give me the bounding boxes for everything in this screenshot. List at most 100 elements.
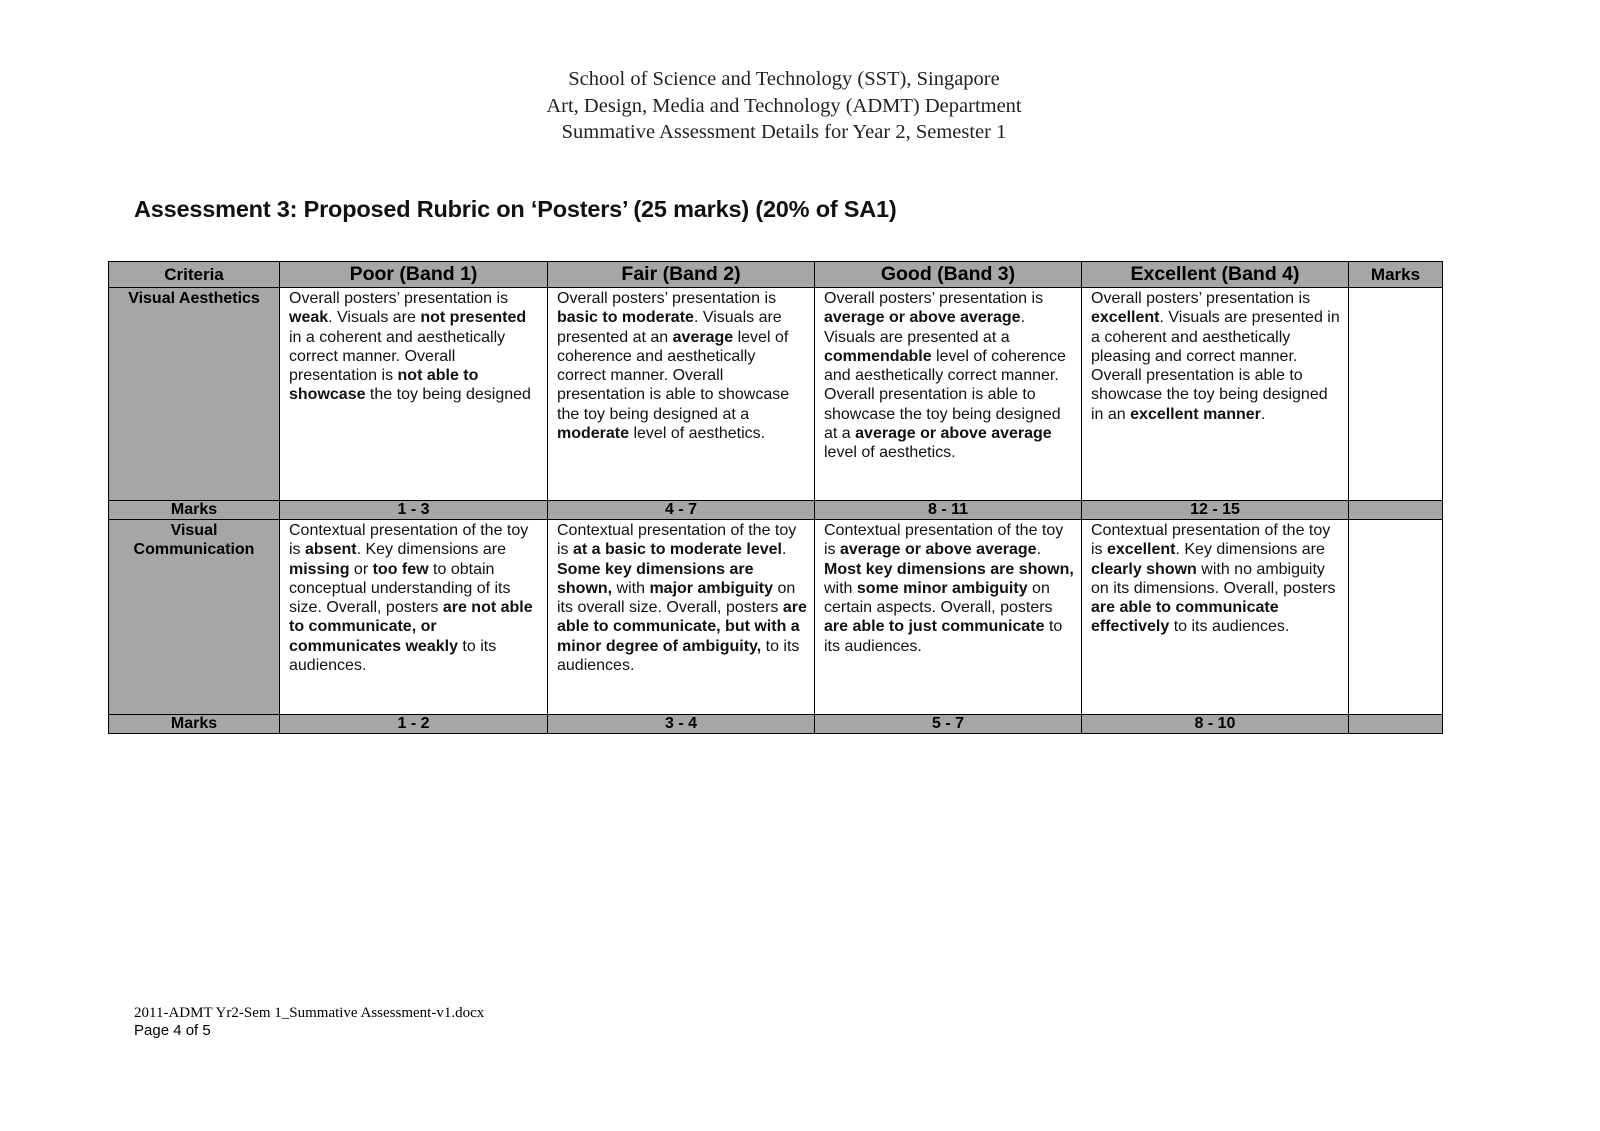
descriptor-excellent: Contextual presentation of the toy is ex… [1081, 519, 1349, 715]
header-line-assessment: Summative Assessment Details for Year 2,… [561, 121, 1007, 143]
table-header-row: Criteria Poor (Band 1) Fair (Band 2) Goo… [108, 261, 1443, 288]
header-line-school: School of Science and Technology (SST), … [568, 68, 1000, 90]
text: . Key dimensions are [356, 541, 506, 559]
marks-label: Marks [108, 714, 280, 734]
text: Overall posters’ presentation is [289, 290, 509, 307]
marks-range-fair: 4 - 7 [547, 500, 815, 520]
table-row: Visual Communication Contextual presentat… [108, 519, 1443, 715]
text: Overall posters’ presentation is [1091, 290, 1311, 307]
text: Contextual presentation of the toy is [557, 522, 797, 559]
column-header-poor: Poor (Band 1) [279, 261, 548, 288]
text: on its overall size. Overall, posters [557, 579, 796, 617]
text: . [781, 541, 787, 559]
marks-range-good: 5 - 7 [814, 714, 1082, 734]
descriptor-poor: Contextual presentation of the toy is ab… [279, 519, 548, 715]
text: Contextual presentation of the toy is [1091, 522, 1331, 559]
header-line-department: Art, Design, Media and Technology (ADMT)… [546, 94, 1022, 117]
descriptor-fair: Contextual presentation of the toy is at… [547, 519, 815, 715]
footer-page-number: Page 4 of 5 [134, 1022, 211, 1039]
text: on certain aspects. Overall, posters [824, 579, 1053, 617]
text: with [824, 579, 857, 597]
bold-text: excellent manner [1130, 405, 1261, 423]
bold-text: Most key dimensions are shown, [824, 560, 1074, 578]
marks-range-total [1348, 500, 1443, 520]
marks-entry-cell[interactable] [1348, 519, 1443, 715]
column-header-fair: Fair (Band 2) [547, 261, 815, 288]
rubric-table: Criteria Poor (Band 1) Fair (Band 2) Goo… [108, 261, 1443, 734]
bold-text: excellent [1091, 309, 1160, 327]
marks-range-poor: 1 - 3 [279, 500, 548, 520]
criteria-label: Visual Communication [108, 519, 280, 715]
bold-text: basic to moderate [557, 309, 694, 327]
text: to its audiences. [824, 618, 1063, 655]
text: . [1260, 405, 1266, 423]
criteria-label: Visual Aesthetics [108, 287, 280, 501]
bold-text: average [672, 328, 734, 346]
bold-text: moderate [557, 425, 630, 443]
bold-text: excellent [1107, 541, 1176, 559]
text: to its audiences. [557, 637, 800, 675]
text: the toy being designed [365, 386, 531, 404]
marks-range-total [1348, 714, 1443, 734]
text: Contextual presentation of the toy is [289, 522, 529, 559]
bold-text: major ambiguity [649, 579, 774, 597]
text: to obtain conceptual understanding of it… [289, 560, 511, 617]
bold-text: average or above average [824, 309, 1021, 327]
text: with no ambiguity on its dimensions. Ove… [1091, 560, 1336, 597]
bold-text: commendable [824, 347, 932, 365]
text: in a coherent and aesthetically correct … [289, 328, 506, 385]
bold-text: are able to communicate effectively [1091, 599, 1279, 636]
text: . Visuals are presented at an [557, 309, 782, 346]
marks-range-excellent: 12 - 15 [1081, 500, 1349, 520]
text: . [1036, 541, 1042, 559]
bold-text: not able to showcase [289, 367, 479, 404]
bold-text: too few [372, 560, 429, 578]
bold-text: absent [305, 541, 357, 559]
bold-text: weak [289, 309, 329, 327]
bold-text: are able to just communicate [824, 618, 1045, 636]
text: level of coherence and aesthetically cor… [557, 328, 790, 423]
marks-entry-cell[interactable] [1348, 287, 1443, 501]
text: . Visuals are presented in a coherent an… [1091, 309, 1340, 423]
text: level of aesthetics. [629, 425, 766, 443]
column-header-excellent: Excellent (Band 4) [1081, 261, 1349, 288]
page-title: Assessment 3: Proposed Rubric on ‘Poster… [134, 196, 897, 222]
bold-text: not presented [420, 309, 527, 327]
text: Contextual presentation of the toy is [824, 522, 1064, 559]
descriptor-good: Overall posters’ presentation is average… [814, 287, 1082, 501]
bold-text: Some key dimensions are shown, [557, 560, 754, 597]
text: . Visuals are [328, 309, 421, 327]
text: . Key dimensions are [1175, 541, 1325, 559]
bold-text: some minor ambiguity [856, 579, 1028, 597]
footer-filename: 2011-ADMT Yr2-Sem 1_Summative Assessment… [134, 1005, 485, 1021]
text: to its audiences. [289, 637, 497, 675]
descriptor-good: Contextual presentation of the toy is av… [814, 519, 1082, 715]
descriptor-fair: Overall posters’ presentation is basic t… [547, 287, 815, 501]
bold-text: average or above average [855, 425, 1052, 443]
text: with [612, 579, 650, 597]
descriptor-poor: Overall posters’ presentation is weak. V… [279, 287, 548, 501]
text: . Visuals are presented at a [824, 309, 1026, 346]
marks-range-good: 8 - 11 [814, 500, 1082, 520]
document-footer: 2011-ADMT Yr2-Sem 1_Summative Assessment… [134, 1004, 484, 1040]
text: to its audiences. [1169, 618, 1290, 636]
column-header-good: Good (Band 3) [814, 261, 1082, 288]
text: level of aesthetics. [824, 444, 956, 462]
bold-text: are able to communicate, but with a mino… [557, 599, 807, 655]
descriptor-excellent: Overall posters’ presentation is excelle… [1081, 287, 1349, 501]
column-header-criteria: Criteria [108, 261, 280, 288]
marks-range-fair: 3 - 4 [547, 714, 815, 734]
column-header-marks: Marks [1348, 261, 1443, 288]
marks-range-poor: 1 - 2 [279, 714, 548, 734]
text: or [349, 560, 373, 578]
text: Overall posters’ presentation is [824, 290, 1044, 307]
bold-text: are not able to communicate, or communic… [289, 599, 533, 655]
document-header: School of Science and Technology (SST), … [0, 66, 1568, 146]
table-row: Visual Aesthetics Overall posters’ presen… [108, 287, 1443, 501]
bold-text: clearly shown [1091, 560, 1197, 578]
bold-text: at a basic to moderate level [573, 541, 782, 559]
marks-range-excellent: 8 - 10 [1081, 714, 1349, 734]
bold-text: average or above average [840, 541, 1037, 559]
